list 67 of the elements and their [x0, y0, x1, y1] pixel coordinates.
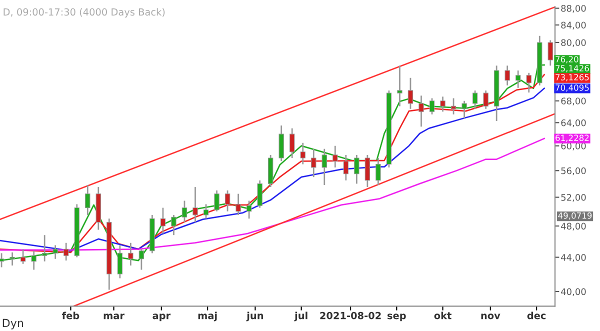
candlestick	[224, 190, 230, 212]
candlestick	[311, 148, 316, 178]
candlestick	[462, 100, 467, 119]
x-tick-label: 2021-08-02	[320, 312, 381, 320]
candlestick	[364, 154, 370, 188]
y-tick-label: 52,00	[561, 194, 586, 202]
chart-title: D, 09:00-17:30 (4000 Days Back)	[4, 8, 165, 18]
candlestick	[246, 200, 252, 220]
x-tick-label: feb	[62, 312, 80, 320]
annotation: 61,2282	[556, 134, 589, 142]
x-tick-label: mar	[104, 314, 124, 320]
candlestick	[354, 154, 360, 184]
y-tick-label: 88,00	[561, 4, 586, 13]
candlestick	[182, 200, 188, 223]
candlestick	[429, 98, 435, 116]
text: 49,0719	[558, 212, 592, 220]
y-tick-label: 48,00	[560, 222, 586, 230]
x-tick-label: jun	[246, 312, 264, 322]
candlestick	[483, 90, 488, 110]
candlestick	[472, 90, 478, 110]
candlestick	[236, 193, 241, 216]
candlestick	[343, 154, 348, 182]
candlestick	[408, 77, 414, 110]
y-tick-label: 64,00	[561, 119, 586, 128]
candlestick	[214, 190, 220, 212]
candlestick	[418, 94, 424, 128]
candlestick	[300, 142, 306, 165]
candlestick	[450, 98, 456, 116]
candlestick	[440, 96, 446, 112]
candlestick	[160, 207, 166, 234]
candlestick	[257, 180, 262, 208]
candlestick	[203, 204, 209, 220]
candlestick	[171, 214, 176, 236]
annotation: 76,20	[556, 56, 578, 64]
y-tick-label: 80,00	[561, 39, 586, 47]
candlestick	[278, 124, 284, 162]
x-tick-label: dec	[527, 312, 546, 320]
y-tick-label: 40,00	[560, 288, 586, 296]
line-series	[0, 138, 545, 251]
x-tick-label: jul	[294, 312, 308, 322]
candlestick	[516, 70, 521, 89]
x-tick-label: nov	[481, 314, 500, 320]
x-tick-label: maj	[198, 312, 217, 322]
x-tick-label: sep	[387, 314, 406, 322]
candlestick	[85, 184, 90, 216]
y-tick-label: 84,00	[561, 22, 586, 30]
candlestick	[548, 40, 553, 66]
x-tick-label: apr	[152, 314, 171, 322]
y-tick-label: 68,00	[561, 98, 586, 106]
candlestick	[332, 145, 338, 168]
candlestick	[504, 64, 510, 86]
text: Dyn	[2, 318, 24, 330]
candlestick	[192, 186, 198, 223]
annotation: 73,1265	[556, 74, 589, 82]
candlestick	[64, 242, 69, 262]
y-tick-label: 56,00	[561, 167, 586, 176]
annotation: 70,4095	[556, 84, 589, 92]
candlestick	[128, 242, 134, 266]
candlestick	[290, 128, 295, 159]
annotation: 75,1426	[556, 65, 589, 72]
x-tick-label: okt	[434, 312, 452, 320]
y-tick-label: 44,00	[560, 254, 586, 262]
candlestick	[526, 72, 532, 94]
candlestick	[322, 148, 327, 186]
candlestick	[20, 248, 26, 265]
candlestick	[376, 157, 381, 186]
y-tick-label: 60,00	[561, 142, 586, 150]
